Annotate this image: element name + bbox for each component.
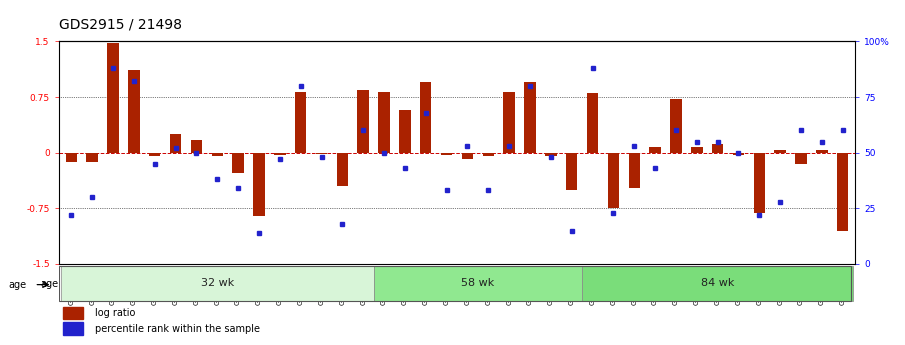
Bar bbox=[233, 152, 243, 174]
Bar bbox=[482, 152, 494, 156]
Bar bbox=[754, 152, 765, 214]
Bar bbox=[775, 150, 786, 152]
Bar bbox=[607, 152, 619, 208]
Text: GDS2915 / 21498: GDS2915 / 21498 bbox=[59, 17, 182, 31]
Bar bbox=[650, 147, 661, 152]
Bar bbox=[566, 152, 577, 190]
Bar bbox=[62, 323, 82, 335]
Text: 84 wk: 84 wk bbox=[701, 278, 734, 288]
Bar bbox=[524, 82, 536, 152]
Bar bbox=[212, 152, 223, 156]
Bar bbox=[441, 152, 452, 155]
Bar bbox=[87, 152, 98, 162]
Text: age: age bbox=[8, 280, 26, 289]
Bar bbox=[149, 152, 160, 156]
Text: 32 wk: 32 wk bbox=[201, 278, 233, 288]
Bar bbox=[545, 152, 557, 156]
Bar bbox=[712, 144, 723, 152]
Bar bbox=[337, 152, 348, 186]
Bar bbox=[374, 266, 582, 302]
Bar bbox=[586, 93, 598, 152]
Bar bbox=[628, 152, 640, 188]
Bar bbox=[129, 70, 139, 152]
Bar bbox=[316, 152, 328, 154]
Bar bbox=[357, 90, 369, 152]
Bar bbox=[399, 110, 411, 152]
Bar bbox=[65, 152, 77, 161]
Text: percentile rank within the sample: percentile rank within the sample bbox=[95, 324, 260, 334]
Text: age: age bbox=[41, 279, 59, 289]
Bar bbox=[462, 152, 473, 159]
Bar bbox=[61, 266, 374, 302]
Bar bbox=[795, 152, 806, 164]
Bar bbox=[816, 150, 827, 152]
Bar bbox=[170, 134, 181, 152]
Text: 58 wk: 58 wk bbox=[462, 278, 494, 288]
Bar bbox=[274, 152, 286, 155]
Bar bbox=[691, 147, 702, 152]
Bar bbox=[503, 92, 515, 152]
Bar bbox=[62, 307, 82, 319]
Bar bbox=[378, 92, 390, 152]
Bar bbox=[191, 140, 202, 152]
Bar bbox=[671, 99, 681, 152]
Bar bbox=[253, 152, 264, 216]
Text: log ratio: log ratio bbox=[95, 308, 135, 318]
Bar bbox=[837, 152, 849, 230]
Bar bbox=[295, 92, 307, 152]
Bar bbox=[733, 152, 744, 155]
Bar bbox=[420, 82, 432, 152]
Bar bbox=[108, 43, 119, 152]
Bar bbox=[582, 266, 853, 302]
